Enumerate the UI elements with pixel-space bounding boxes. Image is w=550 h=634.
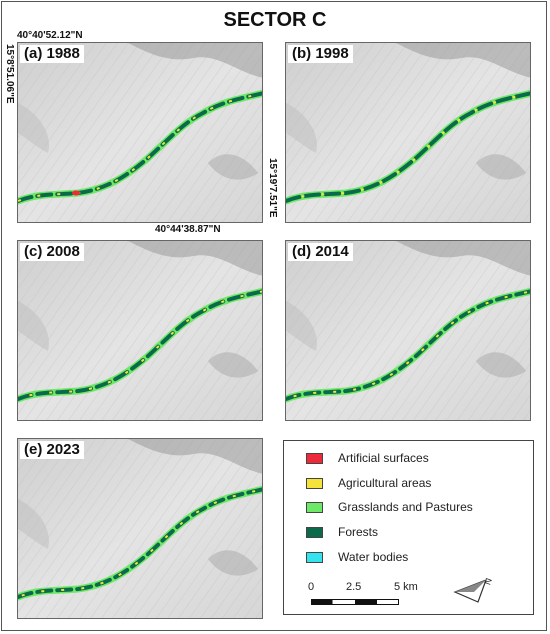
panel-label: (d) 2014 — [288, 243, 353, 261]
legend: Artificial surfaces Agricultural areas G… — [283, 440, 534, 615]
coord-top: 40°40'52.12"N — [17, 30, 83, 41]
map-2014 — [286, 241, 530, 420]
legend-label: Forests — [338, 525, 379, 539]
scale-bar — [311, 599, 399, 605]
scale-tick-mid: 2.5 — [346, 581, 362, 593]
north-label: N — [482, 577, 494, 587]
coord-right: 15°19'7.51"E — [267, 158, 278, 218]
legend-label: Grasslands and Pastures — [338, 500, 473, 514]
map-panel-2008: (c) 2008 — [17, 240, 263, 421]
panel-label: (e) 2023 — [20, 441, 84, 459]
coord-bottom: 40°44'38.87"N — [155, 224, 221, 235]
map-2023 — [18, 439, 262, 618]
map-1988 — [18, 43, 262, 222]
legend-label: Artificial surfaces — [338, 451, 429, 465]
scale-tick-0: 0 — [308, 581, 315, 593]
map-panel-2023: (e) 2023 — [17, 438, 263, 619]
legend-swatch — [306, 453, 323, 464]
panel-label: (a) 1988 — [20, 45, 84, 63]
north-arrow-icon: N — [453, 577, 494, 603]
legend-swatch — [306, 527, 323, 538]
coord-left: 15°8'51.06"E — [4, 44, 15, 104]
map-panel-2014: (d) 2014 — [285, 240, 531, 421]
legend-swatch — [306, 552, 323, 563]
legend-swatch — [306, 502, 323, 513]
figure-title: SECTOR C — [223, 9, 327, 31]
legend-label: Agricultural areas — [338, 476, 432, 490]
panel-label: (c) 2008 — [20, 243, 84, 261]
map-panel-1988: (a) 1988 — [17, 42, 263, 223]
map-panel-1998: (b) 1998 — [285, 42, 531, 223]
panel-label: (b) 1998 — [288, 45, 353, 63]
legend-label: Water bodies — [338, 550, 409, 564]
scale-tick-end: 5 km — [394, 581, 418, 593]
map-2008 — [18, 241, 262, 420]
map-1998 — [286, 43, 530, 222]
legend-swatch — [306, 478, 323, 489]
